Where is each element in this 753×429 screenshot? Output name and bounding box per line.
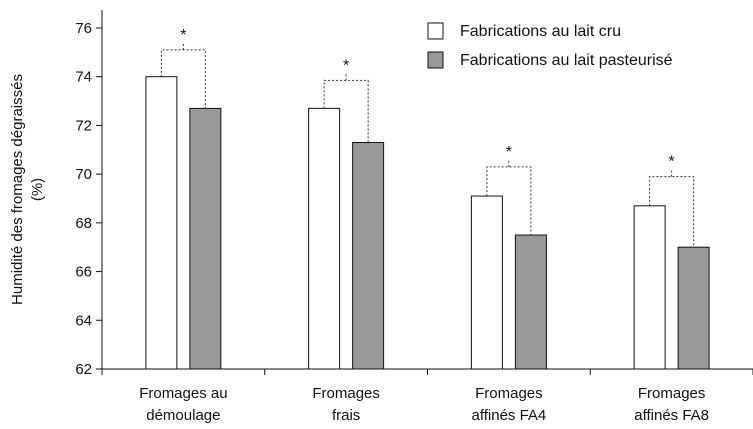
bar-lait-cru — [308, 107, 341, 370]
x-category-label: Fromages — [638, 385, 706, 402]
y-tick-label: 74 — [75, 69, 92, 86]
y-axis-label-line: (%) — [29, 178, 46, 201]
y-tick-label: 72 — [75, 117, 92, 134]
bar-lait-pasteurise — [514, 234, 547, 370]
legend-item: Fabrications au lait pasteurisé — [427, 51, 673, 69]
y-tick: 62 — [75, 361, 102, 378]
significance-star: * — [180, 27, 186, 44]
x-category-label: Fromages — [312, 385, 380, 402]
x-category-label: démoulage — [146, 407, 220, 424]
y-tick: 64 — [75, 312, 102, 329]
y-tick: 76 — [75, 20, 102, 37]
significance-star: * — [669, 154, 675, 171]
y-tick-label: 64 — [75, 312, 92, 329]
legend: Fabrications au lait cru Fabrications au … — [427, 22, 673, 69]
bars — [145, 76, 710, 370]
y-tick-label: 76 — [75, 20, 92, 37]
legend-label: Fabrications au lait cru — [460, 23, 621, 40]
legend-label: Fabrications au lait pasteurisé — [460, 52, 673, 69]
x-axis: Fromages au démoulage Fromages frais Fromage… — [101, 368, 753, 424]
legend-item: Fabrications au lait cru — [427, 22, 621, 40]
bar-lait-cru — [633, 205, 666, 370]
significance-star: * — [343, 57, 349, 74]
y-tick-label: 66 — [75, 264, 92, 281]
y-tick: 68 — [75, 215, 102, 232]
x-category-label: affinés FA8 — [634, 407, 709, 424]
bar-lait-pasteurise — [677, 246, 710, 370]
significance-markers: * * * * — [160, 27, 695, 248]
bar-lait-pasteurise — [189, 107, 222, 370]
legend-swatch — [427, 51, 444, 69]
y-tick: 70 — [75, 166, 102, 183]
significance-star: * — [506, 144, 512, 161]
x-category-label: frais — [332, 407, 360, 424]
bar-lait-cru — [470, 195, 503, 370]
x-category-label: affinés FA4 — [471, 407, 546, 424]
x-category-label: Fromages au — [139, 385, 227, 402]
y-axis-label-line: Humidité des fromages dégraissés — [9, 74, 26, 305]
y-axis-label: Humidité des fromages dégraissés (%) — [9, 74, 46, 305]
y-tick-label: 62 — [75, 361, 92, 378]
y-tick: 66 — [75, 264, 102, 281]
y-tick-label: 68 — [75, 215, 92, 232]
bar-lait-pasteurise — [352, 141, 385, 370]
y-tick: 74 — [75, 69, 102, 86]
significance-bracket — [649, 176, 695, 248]
y-axis: 62 64 66 68 70 72 74 76 — [75, 10, 103, 378]
legend-swatch — [427, 22, 444, 40]
y-tick: 72 — [75, 117, 102, 134]
bar-lait-cru — [145, 76, 178, 370]
x-category-label: Fromages — [475, 385, 543, 402]
y-tick-label: 70 — [75, 166, 92, 183]
